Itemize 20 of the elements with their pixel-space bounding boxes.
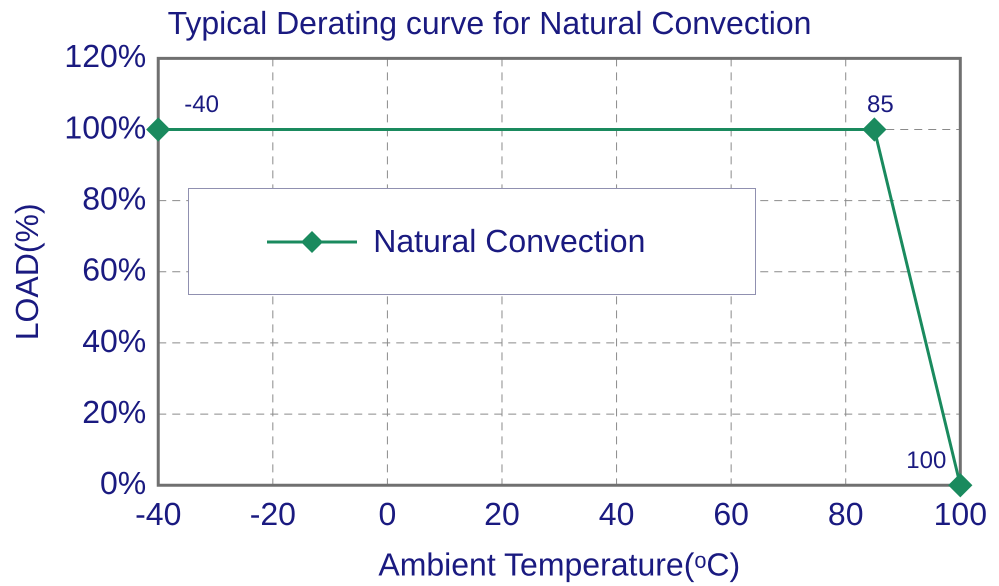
legend-label: Natural Convection xyxy=(373,223,646,260)
annotation: 100 xyxy=(906,446,946,474)
x-axis-title: Ambient Temperature(ᵒC) xyxy=(378,546,740,583)
y-tick-label: 40% xyxy=(82,322,146,359)
x-tick-label: 60 xyxy=(713,496,749,532)
y-axis-title: LOAD(%) xyxy=(9,203,46,340)
y-tick-label: 100% xyxy=(64,109,146,146)
x-tick-label: 80 xyxy=(828,496,864,532)
y-tick-label: 60% xyxy=(82,252,146,288)
x-tick-label: 0 xyxy=(378,496,396,532)
y-tick-label: 20% xyxy=(82,394,146,430)
chart-title: Typical Derating curve for Natural Convection xyxy=(168,5,812,42)
x-tick-label: -20 xyxy=(250,496,296,532)
annotation: 85 xyxy=(867,91,894,118)
y-tick-label: 120% xyxy=(64,38,146,74)
y-tick-label: 80% xyxy=(82,180,146,216)
x-tick-label: 20 xyxy=(484,496,520,532)
annotation: -40 xyxy=(184,91,219,118)
x-tick-label: 100 xyxy=(934,496,987,532)
x-tick-label: 40 xyxy=(598,496,634,532)
